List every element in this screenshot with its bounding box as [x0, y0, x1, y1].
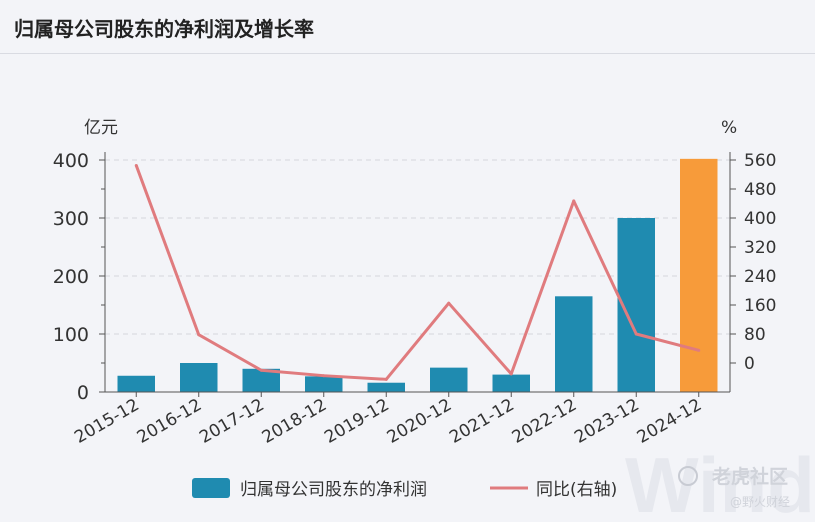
x-tick-label: 2023-12: [571, 395, 643, 448]
legend-swatch-bar: [192, 478, 230, 498]
y-right-tick-label: 240: [744, 267, 776, 287]
y-right-tick-label: 0: [744, 354, 755, 374]
bar: [555, 296, 593, 392]
y-left-tick-label: 400: [53, 150, 89, 172]
line-path: [134, 164, 700, 381]
legend: 归属母公司股东的净利润 同比(右轴): [192, 478, 617, 500]
bar: [180, 363, 218, 392]
y-left-tick-label: 200: [53, 266, 89, 288]
x-tick-label: 2019-12: [321, 395, 393, 448]
y-right-tick-label: 400: [744, 209, 776, 229]
line-point: [197, 333, 201, 337]
watermark: 老虎社区 @野火财经: [678, 465, 790, 509]
y-right-tick-label: 80: [744, 325, 766, 345]
watermark-background-text: Wind: [625, 441, 815, 522]
line-point: [697, 348, 701, 352]
watermark-logo-icon: [678, 466, 698, 486]
line-series: [134, 163, 701, 381]
bar: [367, 382, 405, 392]
y-left-tick-label: 0: [77, 382, 89, 404]
y-right-tick-label: 160: [744, 296, 776, 316]
bar: [117, 375, 155, 392]
y-right-tick-label: 480: [744, 180, 776, 200]
watermark-main: 老虎社区: [712, 465, 788, 488]
bar: [492, 374, 530, 392]
legend-label-line: 同比(右轴): [536, 480, 617, 500]
line-point: [634, 332, 638, 336]
x-tick-label: 2020-12: [384, 395, 456, 448]
line-point: [384, 377, 388, 381]
watermark-sub: @野火财经: [730, 495, 790, 509]
bar: [305, 376, 343, 392]
line-point: [322, 374, 326, 378]
y-left-tick-label: 300: [53, 208, 89, 230]
x-tick-label: 2021-12: [446, 395, 518, 448]
x-tick-label: 2024-12: [634, 395, 706, 448]
x-tick-label: 2017-12: [196, 395, 268, 448]
y-left-tick-label: 100: [53, 324, 89, 346]
y-right-tick-label: 320: [744, 238, 776, 258]
bar: [680, 158, 718, 392]
bar-series: [117, 158, 718, 392]
x-tick-label: 2022-12: [509, 395, 581, 448]
legend-label-bar: 归属母公司股东的净利润: [240, 480, 427, 500]
x-tick-label: 2018-12: [259, 395, 331, 448]
y-left-label: 亿元: [84, 118, 118, 138]
header: 归属母公司股东的净利润及增长率: [0, 0, 815, 54]
line-point: [259, 368, 263, 372]
bar: [242, 368, 280, 392]
bar: [430, 367, 468, 392]
line-point: [509, 372, 513, 376]
y-right-tick-label: 560: [744, 151, 776, 171]
y-right-label: %: [721, 118, 737, 138]
page-title: 归属母公司股东的净利润及增长率: [14, 17, 314, 41]
line-point: [447, 301, 451, 305]
line-point: [134, 163, 138, 167]
x-tick-label: 2016-12: [134, 395, 206, 448]
line-point: [572, 199, 576, 203]
axes: 01002003004000801602403204004805602015-1…: [53, 150, 777, 448]
